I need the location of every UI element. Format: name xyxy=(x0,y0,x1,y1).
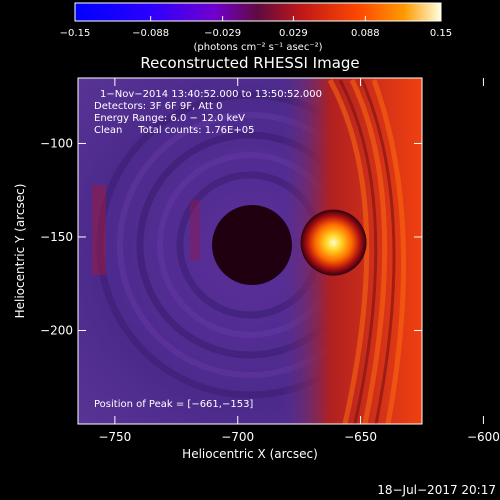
x-axis-ticks: −750 −700 −650 −600 xyxy=(98,78,500,444)
y-tick-label: −200 xyxy=(40,323,73,337)
y-tick-label: −100 xyxy=(40,136,73,150)
y-axis-label: Heliocentric Y (arcsec) xyxy=(13,184,27,319)
plot-frame xyxy=(77,77,423,425)
colorbar-tick-label: −0.088 xyxy=(132,28,169,39)
annotation-time-range: 1−Nov−2014 13:40:52.000 to 13:50:52.000 xyxy=(100,89,322,100)
y-tick-label: −150 xyxy=(40,230,73,244)
x-tick-label: −750 xyxy=(98,430,131,444)
annotation-block: 1−Nov−2014 13:40:52.000 to 13:50:52.000 … xyxy=(94,89,322,410)
colorbar-tick-label: 0.088 xyxy=(351,28,380,39)
colorbar-units-label: (photons cm⁻² s⁻¹ asec⁻²) xyxy=(193,42,322,53)
annotation-counts: Clean Total counts: 1.76E+05 xyxy=(94,125,254,136)
colorbar-tick-label: 0.029 xyxy=(279,28,308,39)
heatmap-image xyxy=(78,78,422,424)
x-axis-label: Heliocentric X (arcsec) xyxy=(182,447,318,461)
colorbar-tick-label: −0.15 xyxy=(60,28,91,39)
x-tick-label: −600 xyxy=(467,430,500,444)
annotation-energy: Energy Range: 6.0 − 12.0 keV xyxy=(94,113,245,124)
chart-title: Reconstructed RHESSI Image xyxy=(140,54,359,72)
annotation-detectors: Detectors: 3F 6F 9F, Att 0 xyxy=(94,101,222,112)
colorbar-ticks: −0.15 −0.088 −0.029 0.029 0.088 0.15 xyxy=(60,16,452,39)
colorbar: −0.15 −0.088 −0.029 0.029 0.088 0.15 (photons… xyxy=(60,2,452,53)
footer-timestamp: 18−Jul−2017 20:17 xyxy=(377,483,496,497)
colorbar-tick-label: −0.029 xyxy=(204,28,241,39)
flare-source xyxy=(300,209,367,276)
colorbar-tick-label: 0.15 xyxy=(430,28,452,39)
y-axis-ticks: −100 −150 −200 xyxy=(40,136,422,337)
x-tick-label: −700 xyxy=(221,430,254,444)
colorbar-gradient xyxy=(74,2,442,22)
peak-position-label: Position of Peak = [−661,−153] xyxy=(94,399,253,410)
x-tick-label: −650 xyxy=(344,430,377,444)
